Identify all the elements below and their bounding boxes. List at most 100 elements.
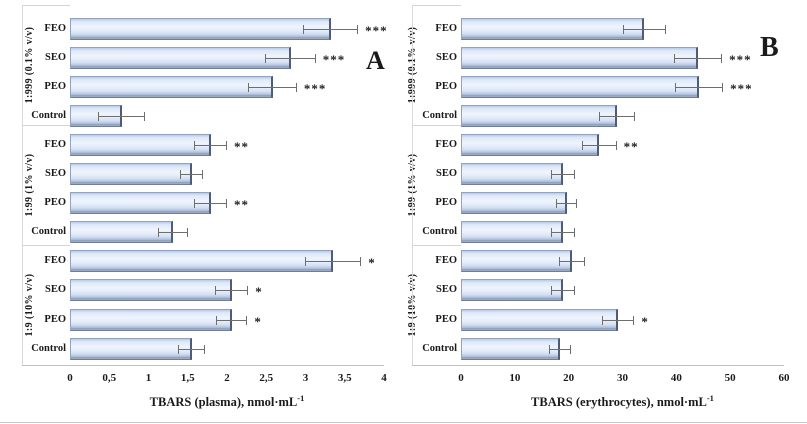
bar: [461, 221, 563, 244]
error-bar-cap-right: [246, 315, 248, 325]
x-tick-label: 0: [67, 372, 73, 384]
significance-marker: ***: [730, 81, 753, 97]
error-bar-cap-right: [615, 141, 617, 151]
significance-marker: *: [255, 284, 263, 300]
error-bar-cap-left: [265, 54, 267, 64]
error-bar: [98, 116, 146, 118]
bar: [70, 250, 333, 273]
error-bar-cap-left: [622, 25, 624, 34]
bar: [461, 250, 572, 273]
error-bar-cap-left: [582, 141, 584, 151]
error-bar-cap-right: [576, 199, 578, 209]
panel-letter: A: [366, 46, 385, 75]
x-tick-label: 2,5: [259, 372, 274, 384]
bar-label: SEO: [435, 52, 457, 64]
error-bar: [551, 174, 576, 176]
bar-label: FEO: [435, 139, 457, 151]
x-tick-label: 2: [224, 372, 230, 384]
significance-marker: **: [623, 139, 639, 155]
bar: [70, 279, 232, 302]
x-tick-label: 20: [563, 372, 575, 384]
bar-label: PEO: [44, 197, 66, 209]
bar: [461, 279, 563, 302]
error-bar: [599, 116, 635, 118]
bar: [70, 47, 291, 70]
x-tick-label: 0,5: [102, 372, 117, 384]
error-bar: [216, 319, 248, 321]
x-axis-title-superscript: -1: [706, 393, 714, 403]
error-bar-cap-right: [357, 25, 359, 34]
error-bar-cap-left: [98, 112, 100, 122]
error-bar-cap-left: [157, 228, 159, 238]
bar: [461, 192, 567, 215]
bar-label: SEO: [44, 52, 66, 64]
bar-label: FEO: [435, 23, 457, 34]
bar: [461, 308, 619, 331]
error-bar-cap-right: [633, 315, 635, 325]
error-bar-cap-left: [558, 257, 560, 267]
error-bar-cap-right: [569, 344, 571, 354]
error-bar-cap-left: [248, 83, 250, 93]
significance-marker: *: [254, 313, 262, 329]
error-bar-cap-right: [573, 286, 575, 296]
category-axis-line: [22, 5, 23, 365]
x-axis-title-text: TBARS (erythrocytes), nmol·mL: [531, 395, 707, 410]
error-bar: [674, 87, 724, 89]
error-bar-cap-left: [551, 170, 553, 180]
error-bar-cap-left: [549, 344, 551, 354]
bottom-border-line: [0, 422, 807, 423]
bar-label: SEO: [435, 168, 457, 180]
error-bar-cap-left: [215, 286, 217, 296]
significance-marker: *: [641, 313, 649, 329]
chart-panel-b: 1:999 (0.1% v/v)FEOSEO***PEO***Control1:…: [404, 0, 807, 424]
bar-label: SEO: [435, 284, 457, 296]
bar-label: PEO: [435, 197, 457, 209]
bar: [461, 76, 699, 99]
bar: [70, 134, 211, 157]
error-bar-cap-right: [573, 228, 575, 238]
bar: [70, 18, 331, 40]
bar-label: PEO: [435, 81, 457, 93]
bar: [461, 337, 561, 360]
x-axis-line: [412, 365, 784, 366]
bar: [70, 163, 192, 186]
error-bar-cap-right: [144, 112, 146, 122]
significance-marker: **: [234, 197, 249, 213]
error-bar-cap-right: [360, 257, 362, 267]
x-axis-line: [22, 365, 384, 366]
error-bar-cap-right: [722, 83, 724, 93]
bar-label: Control: [31, 342, 66, 354]
error-bar-cap-left: [599, 112, 601, 122]
bar-label: FEO: [44, 23, 66, 34]
error-bar-cap-left: [178, 344, 180, 354]
error-bar-cap-left: [550, 286, 552, 296]
bar-label: FEO: [435, 255, 457, 267]
bar-label: PEO: [435, 313, 457, 325]
x-tick-label: 1,5: [180, 372, 195, 384]
error-bar: [157, 232, 188, 234]
group-separator: [412, 245, 461, 246]
group-separator: [412, 125, 461, 126]
bar-label: SEO: [44, 168, 66, 180]
error-bar-cap-left: [216, 315, 217, 325]
error-bar-cap-right: [186, 228, 188, 238]
x-tick-label: 60: [778, 372, 790, 384]
error-bar-cap-right: [295, 83, 297, 93]
error-bar-cap-left: [602, 315, 604, 325]
error-bar-cap-right: [202, 170, 204, 180]
error-bar-cap-right: [314, 54, 316, 64]
significance-marker: **: [234, 139, 249, 155]
bar-label: Control: [422, 110, 457, 122]
error-bar-cap-left: [673, 54, 675, 64]
error-bar: [178, 348, 206, 350]
error-bar: [622, 29, 666, 30]
error-bar-cap-right: [583, 257, 585, 267]
panel-letter: B: [760, 32, 779, 63]
bar: [461, 47, 698, 70]
x-tick-label: 0: [458, 372, 464, 384]
bar-label: SEO: [44, 284, 66, 296]
error-bar-cap-right: [226, 199, 227, 209]
bar-label: PEO: [44, 313, 66, 325]
error-bar: [673, 58, 723, 60]
